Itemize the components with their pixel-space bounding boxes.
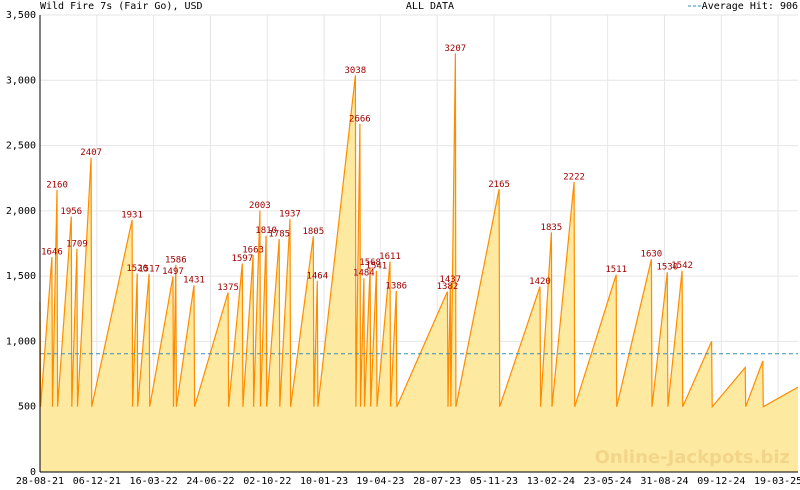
data-label: 1586: [165, 255, 187, 265]
chart-title: Wild Fire 7s (Fair Go), USD: [40, 1, 203, 12]
data-label: 1520: [126, 264, 148, 274]
chart-subtitle: ALL DATA: [406, 1, 454, 12]
x-tick-label: 02-10-22: [243, 476, 291, 487]
legend-label: Average Hit: 906: [702, 1, 798, 12]
line: [39, 53, 799, 409]
watermark: Online-Jackpots.biz: [595, 447, 790, 468]
data-label: 3038: [345, 66, 367, 76]
x-tick-label: 09-12-24: [697, 476, 745, 487]
x-tick-label: 19-03-25: [754, 476, 800, 487]
data-label: 1437: [439, 275, 461, 285]
x-tick-label: 24-06-22: [186, 476, 234, 487]
y-tick-label: 2,000: [6, 206, 36, 217]
data-label: 1937: [279, 210, 301, 220]
data-label: 1835: [541, 223, 563, 233]
y-tick-label: 500: [18, 402, 36, 413]
y-tick-label: 2,500: [6, 141, 36, 152]
x-tick-label: 31-08-24: [640, 476, 688, 487]
data-label: 1931: [121, 210, 143, 220]
data-label: 1542: [671, 261, 693, 271]
data-label: 1646: [41, 248, 63, 258]
x-tick-label: 10-01-23: [300, 476, 348, 487]
data-label: 2165: [488, 180, 510, 190]
data-label: 1375: [217, 283, 239, 293]
area: [40, 53, 798, 473]
data-label: 3207: [445, 44, 467, 54]
y-tick-label: 1,000: [6, 336, 36, 347]
data-label: 2222: [563, 172, 585, 182]
y-tick-label: 0: [30, 467, 36, 478]
x-tick-label: 28-07-23: [413, 476, 461, 487]
y-tick-label: 3,000: [6, 75, 36, 86]
data-label: 2160: [46, 180, 68, 190]
data-label: 2407: [80, 148, 102, 158]
data-label: 1382: [437, 282, 459, 292]
data-label: 1420: [529, 277, 551, 287]
x-tick-label: 13-02-24: [527, 476, 575, 487]
data-label: 1497: [162, 267, 184, 277]
y-tick-label: 1,500: [6, 271, 36, 282]
x-tick-label: 19-04-23: [356, 476, 404, 487]
data-label: 1431: [183, 276, 205, 286]
data-label: 1484: [353, 269, 375, 279]
x-tick-label: 16-03-22: [130, 476, 178, 487]
data-label: 1805: [302, 227, 324, 237]
data-label: 1541: [366, 261, 388, 271]
data-label: 1663: [242, 245, 264, 255]
data-label: 1517: [138, 264, 160, 274]
data-label: 1464: [306, 271, 328, 281]
data-label: 2003: [249, 201, 271, 211]
data-label: 1611: [379, 252, 401, 262]
data-label: 1568: [359, 258, 381, 268]
x-tick-label: 28-08-21: [16, 476, 64, 487]
x-tick-label: 05-11-23: [470, 476, 518, 487]
y-tick-label: 3,500: [6, 10, 36, 21]
data-label: 1630: [641, 250, 663, 260]
data-label: 1511: [605, 265, 627, 275]
data-label: 1597: [231, 254, 253, 264]
data-label: 1810: [255, 226, 277, 236]
x-tick-label: 06-12-21: [73, 476, 121, 487]
x-tick-label: 23-05-24: [584, 476, 632, 487]
data-label: 2666: [349, 114, 371, 124]
data-label: 1709: [66, 239, 88, 249]
data-label: 1386: [385, 282, 407, 292]
data-label: 1530: [656, 263, 678, 273]
data-label: 1785: [268, 229, 290, 239]
data-label: 1956: [60, 207, 82, 217]
